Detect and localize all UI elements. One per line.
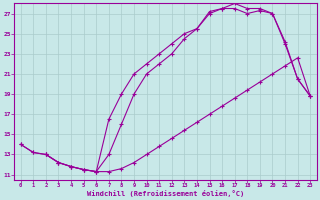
X-axis label: Windchill (Refroidissement éolien,°C): Windchill (Refroidissement éolien,°C)	[87, 190, 244, 197]
